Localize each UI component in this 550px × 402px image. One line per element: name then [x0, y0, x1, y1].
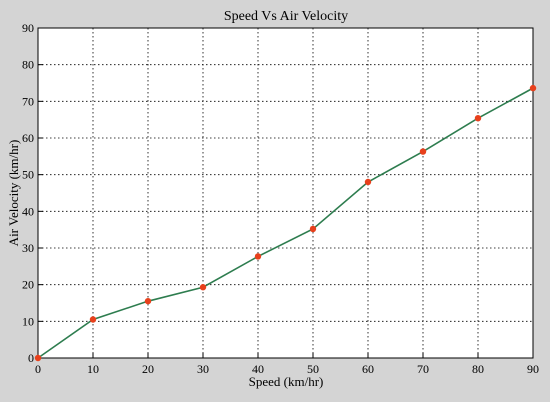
y-tick-label: 20: [22, 278, 34, 292]
data-point: [529, 84, 537, 92]
chart-title: Speed Vs Air Velocity: [224, 9, 348, 24]
x-tick-label: 60: [362, 362, 374, 376]
data-point: [199, 284, 207, 291]
x-tick-label: 10: [87, 362, 99, 376]
y-tick-label: 50: [22, 168, 34, 182]
y-tick-label: 60: [22, 131, 34, 145]
y-axis-label: Air Velocity (km/hr): [6, 140, 21, 247]
y-tick-label: 30: [22, 241, 34, 255]
y-tick-label: 10: [22, 314, 34, 328]
grid-lines: [38, 28, 533, 358]
axis-ticks: 0 10 20 30 40 50 60 70 80 90 0 10 20 30 40 50 60 70 80 90: [22, 21, 539, 376]
data-point: [474, 115, 482, 122]
data-point: [254, 253, 262, 260]
series-line: [37, 87, 534, 359]
y-tick-label: 70: [22, 94, 34, 108]
data-point: [144, 297, 152, 305]
y-tick-label: 90: [22, 21, 34, 35]
x-tick-label: 40: [252, 362, 264, 376]
y-tick-label: 0: [28, 351, 34, 365]
data-point: [309, 225, 317, 233]
x-tick-label: 50: [307, 362, 319, 376]
x-tick-label: 80: [472, 362, 484, 376]
x-tick-label: 20: [142, 362, 154, 376]
x-tick-label: 30: [197, 362, 209, 376]
y-tick-label: 80: [22, 58, 34, 72]
x-axis-label: Speed (km/hr): [249, 374, 324, 389]
data-point: [364, 178, 372, 186]
data-point: [419, 148, 427, 155]
y-tick-label: 40: [22, 204, 34, 218]
x-tick-label: 0: [35, 362, 41, 376]
series-group: [34, 84, 537, 362]
x-tick-label: 90: [527, 362, 539, 376]
data-point: [34, 354, 42, 362]
x-tick-label: 70: [417, 362, 429, 376]
data-point: [89, 316, 97, 323]
plot-area: [37, 27, 534, 359]
